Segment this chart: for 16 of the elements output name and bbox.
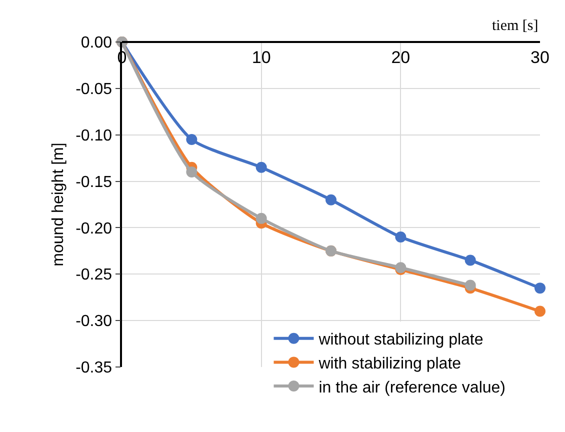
y-tick-label: -0.20 xyxy=(76,220,112,238)
legend-label: without stabilizing plate xyxy=(318,332,484,349)
y-tick-label: -0.35 xyxy=(76,360,112,377)
y-tick-label: -0.10 xyxy=(76,127,112,144)
y-tick-label: -0.05 xyxy=(76,81,112,98)
legend-label: with stabilizing plate xyxy=(318,355,462,372)
x-tick-label: 20 xyxy=(391,48,410,68)
y-tick-label: -0.25 xyxy=(76,266,112,284)
y-tick-label: -0.30 xyxy=(76,313,112,330)
x-tick-label: 10 xyxy=(252,48,271,68)
x-tick-label: 30 xyxy=(530,48,550,68)
y-axis-title: mound height [m] xyxy=(50,142,67,266)
legend-label: in the air (reference value) xyxy=(318,379,506,396)
y-tick-label: 0.00 xyxy=(80,34,112,52)
x-axis-title: tiem [s] xyxy=(492,18,538,34)
y-tick-label: -0.15 xyxy=(76,174,112,191)
